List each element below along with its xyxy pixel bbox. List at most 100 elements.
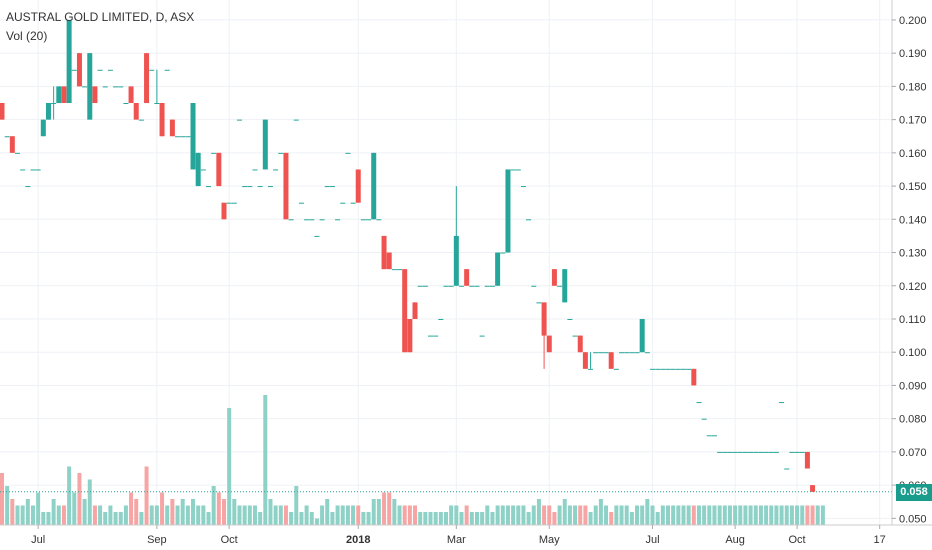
volume-bar: [583, 505, 588, 525]
candle-body: [670, 368, 676, 370]
candle-body: [144, 53, 150, 104]
candle-body: [639, 318, 645, 353]
candle-body: [789, 451, 795, 453]
volume-bar: [485, 505, 490, 525]
volume-bar: [686, 505, 691, 525]
volume-bar: [258, 512, 263, 525]
volume-bar: [536, 499, 541, 525]
candle-body: [324, 186, 330, 188]
candle-body: [61, 86, 67, 104]
volume-bar: [340, 505, 345, 525]
volume-bar: [294, 486, 299, 525]
volume-bar: [330, 512, 335, 525]
volume-bar: [191, 499, 196, 525]
volume-bar: [629, 512, 634, 525]
price-axis[interactable]: 0.0500.0600.0700.0800.0900.1000.1100.120…: [891, 0, 927, 525]
price-tick-label: 0.130: [899, 248, 927, 260]
volume-bar: [206, 512, 211, 525]
time-tick-label: Sep: [147, 534, 167, 546]
volume-bar: [727, 505, 732, 525]
volume-indicator-label[interactable]: Vol (20): [6, 29, 48, 43]
candle-body: [763, 451, 769, 453]
candle-body: [438, 318, 444, 320]
price-tick-label: 0.150: [899, 181, 927, 193]
volume-bar: [309, 512, 314, 525]
volume-bar: [139, 512, 144, 525]
candle-body: [273, 169, 279, 171]
volume-bar: [185, 505, 190, 525]
volume-bar: [562, 499, 567, 525]
price-tick-label: 0.050: [899, 513, 927, 525]
candle-body: [546, 335, 552, 353]
candle-body: [0, 103, 5, 120]
volume-bar: [144, 466, 149, 525]
volume-bar: [351, 505, 356, 525]
candle-body: [175, 136, 181, 138]
volume-bar: [273, 505, 278, 525]
time-axis[interactable]: Jul Sep Oct 2018 Mar May Jul Aug Oct 17: [0, 524, 932, 546]
volume-bar: [413, 505, 418, 525]
candle-body: [360, 219, 366, 221]
price-tick-label: 0.140: [899, 214, 927, 226]
candle-body: [4, 136, 10, 138]
volume-bar: [810, 505, 815, 525]
volume-bar: [247, 505, 252, 525]
candle-body: [138, 119, 144, 121]
volume-bar: [707, 505, 712, 525]
volume-bar: [552, 512, 557, 525]
candle-body: [45, 103, 51, 120]
volume-bar: [87, 479, 92, 525]
candle-body: [298, 202, 304, 204]
volume-bar: [666, 505, 670, 525]
time-tick-label: 2018: [346, 534, 370, 546]
candle-body: [495, 252, 501, 286]
volume-bar: [103, 512, 108, 525]
volume-bar: [815, 505, 820, 525]
candle-body: [87, 53, 93, 120]
candle-body: [474, 285, 480, 287]
candle-body: [696, 402, 702, 404]
volume-bar: [795, 505, 800, 525]
candle-body: [206, 186, 212, 188]
volume-bar: [5, 486, 10, 525]
volume-bar: [118, 512, 123, 525]
volume-bar: [196, 505, 201, 525]
candle-body: [128, 86, 134, 104]
volume-bar: [650, 505, 655, 525]
volume-bar: [320, 505, 325, 525]
candle-body: [76, 53, 82, 87]
volume-bar: [712, 505, 717, 525]
volume-bar: [170, 499, 175, 525]
price-tick-label: 0.080: [899, 414, 927, 426]
volume-bar: [702, 505, 707, 525]
volume-bar: [635, 505, 640, 525]
volume-bar: [299, 512, 304, 525]
candle-body: [613, 368, 619, 370]
candle-body: [557, 285, 563, 287]
candle-body: [722, 451, 728, 453]
symbol-title[interactable]: AUSTRAL GOLD LIMITED, D, ASX: [6, 10, 195, 24]
candle-body: [397, 269, 403, 271]
candle-body: [433, 335, 439, 337]
candle-body: [572, 335, 578, 337]
volume-bar: [573, 505, 578, 525]
candle-body: [598, 352, 604, 354]
candle-body: [505, 169, 511, 253]
volume-bar: [123, 505, 128, 525]
candle-body: [319, 219, 325, 221]
volume-bar: [691, 505, 696, 525]
volume-bar: [108, 505, 113, 525]
time-tick-label: Oct: [789, 534, 806, 546]
candle-body: [262, 119, 268, 170]
candle-body: [603, 352, 609, 354]
volume-bar: [645, 499, 650, 525]
candle-body: [711, 435, 717, 437]
volume-bar: [20, 505, 25, 525]
volume-bar: [511, 505, 516, 525]
candle-body: [335, 219, 341, 221]
volume-bar: [449, 505, 454, 525]
candle-body: [675, 368, 681, 370]
candle-body: [541, 302, 547, 336]
candle-body: [567, 318, 573, 320]
